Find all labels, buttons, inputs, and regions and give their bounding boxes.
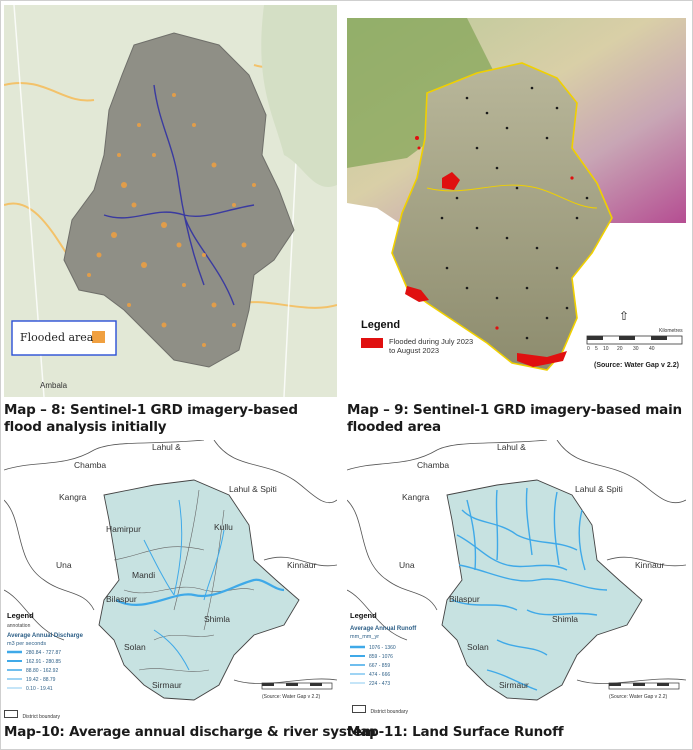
map-9-legend-line1: Flooded during July 2023 <box>389 337 473 346</box>
map-11-region-shimla: Shimla <box>552 614 578 624</box>
map-10-source: (Source: Water Gap v 2.2) <box>262 694 321 700</box>
map-11-panel: Chamba Lahul & Lahul & Spiti Kangra Kinn… <box>347 440 686 715</box>
map-10-legend-class-4: 19.42 - 88.79 <box>26 677 56 683</box>
map-11-caption: Map-11: Land Surface Runoff <box>347 724 564 741</box>
map-9-scale-tick-4: 30 <box>633 346 639 352</box>
map-11-region-chamba: Chamba <box>417 460 449 470</box>
map-9-caption-line2: flooded area <box>347 419 441 435</box>
map-9-legend-swatch <box>361 338 383 348</box>
map-9-scale-tick-2: 10 <box>603 346 609 352</box>
map-10-main-river <box>115 578 285 606</box>
map-10-region-kangra: Kangra <box>59 492 87 502</box>
map-10-region-lahul-top: Lahul & <box>152 442 181 452</box>
map-10-image: Chamba Lahul & Lahul & Spiti Kangra Hami… <box>4 440 337 701</box>
map-11-legend-class-3: 667 - 859 <box>369 663 390 669</box>
map-10-legend-class-1: 280.84 - 727.87 <box>26 650 61 656</box>
map-10-boundary-label: District boundary <box>22 714 60 720</box>
map-11-legend-class-5: 224 - 473 <box>369 681 390 687</box>
map-10-region-bilaspur: Bilaspur <box>106 594 137 604</box>
map-10-caption-text: Map-10: Average annual discharge & river… <box>4 724 376 740</box>
map-10-region-mandi: Mandi <box>132 570 155 580</box>
map-11-region-lahul-top: Lahul & <box>497 442 526 452</box>
map-10-boundary-legend: District boundary <box>4 705 60 723</box>
map-9-source: (Source: Water Gap v 2.2) <box>594 362 679 369</box>
map-10-region-sirmaur: Sirmaur <box>152 680 182 690</box>
map-8-basin <box>63 32 295 368</box>
map-8-caption-line2: flood analysis initially <box>4 419 167 435</box>
map-10-legend-heading-1: Average Annual Discharge <box>7 633 84 639</box>
map-10-region-una: Una <box>56 560 72 570</box>
map-11-legend-heading-1: Average Annual Runoff <box>350 626 417 632</box>
map-11-legend-title: Legend <box>350 611 377 620</box>
map-8-caption: Map – 8: Sentinel-1 GRD imagery-based fl… <box>4 402 298 436</box>
map-11-basin <box>441 479 643 701</box>
map-10-legend-class-2: 162.91 - 280.85 <box>26 659 61 665</box>
map-11-legend-class-2: 859 - 1076 <box>369 654 393 660</box>
map-9-image: Legend Flooded during July 2023 to Augus… <box>347 18 686 371</box>
map-11-boundary-swatch <box>352 704 366 713</box>
map-10-legend-sub: annotation <box>7 623 31 629</box>
map-10-region-solan: Solan <box>124 642 146 652</box>
map-10-basin <box>98 479 300 701</box>
map-9-scale-tick-1: 5 <box>595 346 598 352</box>
map-11-region-kangra: Kangra <box>402 492 430 502</box>
map-11-image: Chamba Lahul & Lahul & Spiti Kangra Kinn… <box>347 440 686 701</box>
map-9-scale-tick-3: 20 <box>617 346 623 352</box>
map-11-region-bilaspur: Bilaspur <box>449 594 480 604</box>
map-8-place-ambala: Ambala <box>40 381 68 390</box>
map-10-region-lahul-spiti: Lahul & Spiti <box>229 484 277 494</box>
map-9-scale-bar <box>586 335 683 345</box>
map-10-region-hamirpur: Hamirpur <box>106 524 141 534</box>
map-10-panel: Chamba Lahul & Lahul & Spiti Kangra Hami… <box>4 440 337 715</box>
map-9-scale-tick-5: 40 <box>649 346 655 352</box>
map-9-scale-unit: Kilometres <box>659 328 683 334</box>
map-8-legend-swatch <box>92 331 105 343</box>
map-9-scale-tick-0: 0 <box>587 346 590 352</box>
map-11-region-sirmaur: Sirmaur <box>499 680 529 690</box>
map-9-caption-line1: Map – 9: Sentinel-1 GRD imagery-based ma… <box>347 402 682 418</box>
map-8-caption-line1: Map – 8: Sentinel-1 GRD imagery-based <box>4 402 298 418</box>
map-8-legend-label: Flooded area <box>20 331 94 344</box>
map-11-region-una: Una <box>399 560 415 570</box>
map-10-boundary-swatch <box>4 709 18 718</box>
map-11-region-kinnaur: Kinnaur <box>635 560 664 570</box>
map-10-caption: Map-10: Average annual discharge & river… <box>4 724 376 741</box>
map-11-source: (Source: Water Gap v 2.2) <box>609 694 668 700</box>
map-8-panel: Flooded area Ambala <box>4 5 337 397</box>
map-11-region-lahul-spiti: Lahul & Spiti <box>575 484 623 494</box>
map-9-legend-title: Legend <box>361 319 400 331</box>
map-11-legend-classes <box>350 645 365 684</box>
map-9-north-arrow-icon: ⇧ <box>619 309 629 323</box>
map-9-caption: Map – 9: Sentinel-1 GRD imagery-based ma… <box>347 402 682 436</box>
map-9-legend-line2: to August 2023 <box>389 346 439 355</box>
map-11-legend-class-4: 474 - 666 <box>369 672 390 678</box>
map-10-region-kinnaur: Kinnaur <box>287 560 316 570</box>
map-9-panel: Legend Flooded during July 2023 to Augus… <box>347 18 686 391</box>
map-11-legend-class-1: 1076 - 1360 <box>369 645 396 651</box>
map-11-legend-heading-2: mm_mm_yr <box>350 634 379 640</box>
map-10-legend-class-3: 88.80 - 162.92 <box>26 668 58 674</box>
map-11-boundary-label: District boundary <box>370 709 408 715</box>
map-10-legend-classes <box>7 650 22 689</box>
map-10-scale-bar <box>261 682 333 690</box>
map-10-legend-heading-2: m3 per seconds <box>7 641 46 647</box>
map-11-caption-text: Map-11: Land Surface Runoff <box>347 724 564 740</box>
map-10-legend-class-5: 0.10 - 19.41 <box>26 686 53 692</box>
map-10-legend-title: Legend <box>7 611 34 620</box>
map-11-region-solan: Solan <box>467 642 489 652</box>
map-11-scale-bar <box>608 682 680 690</box>
map-10-region-chamba: Chamba <box>74 460 106 470</box>
map-10-region-shimla: Shimla <box>204 614 230 624</box>
map-11-boundary-legend: District boundary <box>352 700 408 718</box>
map-8-image: Flooded area Ambala <box>4 5 337 397</box>
map-11-river-network <box>451 487 608 691</box>
map-10-region-kullu: Kullu <box>214 522 233 532</box>
